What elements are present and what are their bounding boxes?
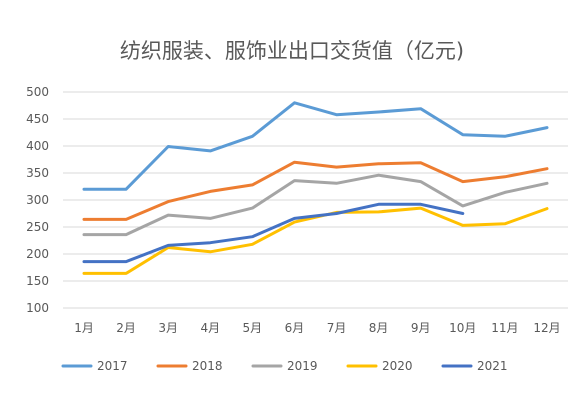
series-line-2017	[82, 101, 549, 191]
x-tick-label: 9月	[411, 321, 431, 335]
x-tick-label: 7月	[327, 321, 347, 335]
y-tick-label: 350	[26, 166, 49, 180]
y-axis-ticks: 100 150 200 250 300 350 400 450 500	[26, 85, 49, 315]
x-tick-label: 3月	[158, 321, 178, 335]
legend-label: 2021	[477, 359, 508, 373]
x-tick-label: 5月	[243, 321, 263, 335]
x-tick-label: 10月	[449, 321, 476, 335]
legend-label: 2019	[287, 359, 318, 373]
series-line-2020	[82, 206, 549, 275]
series-line-2019	[82, 173, 549, 237]
series-line-2018	[82, 160, 549, 221]
y-tick-label: 300	[26, 193, 49, 207]
y-tick-label: 400	[26, 139, 49, 153]
y-tick-label: 150	[26, 274, 49, 288]
x-tick-label: 12月	[533, 321, 560, 335]
x-tick-label: 4月	[200, 321, 220, 335]
legend-label: 2017	[97, 359, 128, 373]
legend-label: 2018	[192, 359, 223, 373]
y-tick-label: 100	[26, 301, 49, 315]
y-tick-label: 200	[26, 247, 49, 261]
x-tick-label: 1月	[74, 321, 94, 335]
x-tick-label: 8月	[369, 321, 389, 335]
chart-title: 纺织服装、服饰业出口交货值（亿元)	[120, 39, 464, 63]
legend: 2017 2018 2019 2020 2021	[61, 359, 508, 373]
series-line-2021	[82, 202, 465, 264]
x-axis-ticks: 1月 2月 3月 4月 5月 6月 7月 8月 9月 10月 11月 12月	[74, 321, 560, 335]
y-tick-label: 500	[26, 85, 49, 99]
x-tick-label: 2月	[116, 321, 136, 335]
grid-lines	[63, 91, 568, 309]
legend-label: 2020	[382, 359, 413, 373]
y-tick-label: 450	[26, 112, 49, 126]
x-tick-label: 6月	[285, 321, 305, 335]
x-tick-label: 11月	[491, 321, 518, 335]
series-lines	[82, 101, 549, 275]
y-tick-label: 250	[26, 220, 49, 234]
